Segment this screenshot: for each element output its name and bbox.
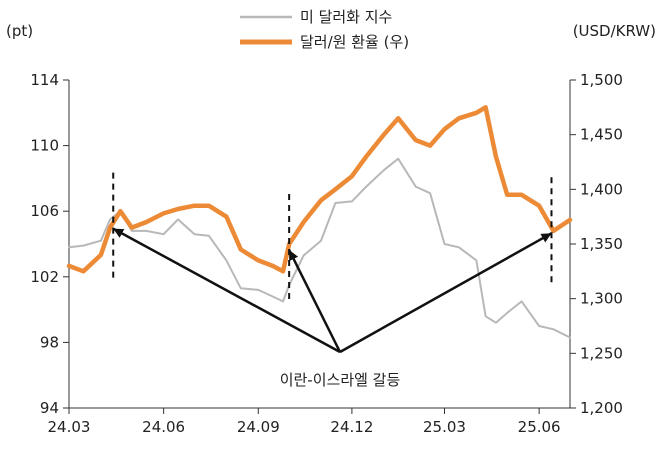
y-left-ticks: 114 110 106 102 98 94	[30, 71, 69, 417]
y-right-tick-label: 1,450	[580, 126, 623, 144]
annotation-label: 이란-이스라엘 갈등	[280, 371, 401, 389]
y-right-unit-label: (USD/KRW)	[573, 22, 656, 40]
legend: 미 달러화 지수 달러/원 환율 (우)	[240, 8, 409, 51]
y-left-unit-label: (pt)	[6, 22, 33, 40]
y-left-tick-label: 106	[30, 202, 59, 220]
x-tick-label: 24.12	[330, 418, 373, 436]
y-left-tick-label: 114	[30, 71, 59, 89]
y-left-tick-label: 98	[40, 333, 59, 351]
y-right-tick-label: 1,200	[580, 399, 623, 417]
x-ticks: 24.03 24.06 24.09 24.12 25.03 25.06	[48, 408, 561, 436]
series-line-usdkrw	[66, 105, 573, 274]
legend-label-dollar-index: 미 달러화 지수	[300, 8, 392, 26]
series-layer	[66, 105, 573, 339]
y-left-tick-label: 110	[30, 137, 59, 155]
x-tick-label: 25.06	[518, 418, 561, 436]
x-tick-label: 24.09	[237, 418, 280, 436]
x-tick-label: 24.03	[48, 418, 91, 436]
y-right-ticks: 1,500 1,450 1,400 1,350 1,300 1,250 1,200	[570, 71, 623, 417]
y-right-tick-label: 1,400	[580, 180, 623, 198]
y-left-tick-label: 102	[30, 268, 59, 286]
x-tick-label: 24.06	[142, 418, 185, 436]
y-left-tick-label: 94	[40, 399, 59, 417]
annotation-arrow	[288, 249, 342, 353]
y-right-tick-label: 1,500	[580, 71, 623, 89]
axes	[68, 80, 571, 409]
series-line-dollar-index	[68, 157, 571, 339]
annotation-arrow	[339, 232, 553, 354]
y-right-tick-label: 1,250	[580, 344, 623, 362]
legend-label-usdkrw: 달러/원 환율 (우)	[300, 33, 409, 51]
y-right-tick-label: 1,350	[580, 235, 623, 253]
event-markers	[112, 172, 553, 354]
x-tick-label: 25.03	[423, 418, 466, 436]
y-right-tick-label: 1,300	[580, 290, 623, 308]
annotation-arrow	[112, 227, 341, 354]
